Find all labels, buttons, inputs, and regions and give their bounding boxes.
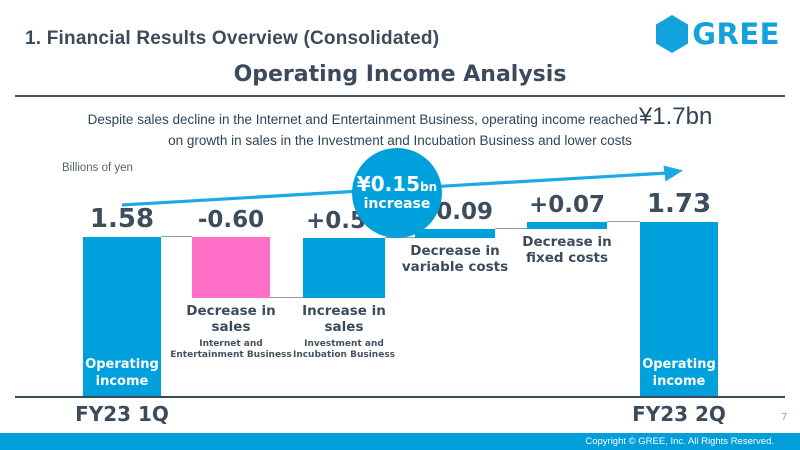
- hexagon-logo-icon: [654, 14, 690, 54]
- bar-below-title: Decrease in sales: [186, 303, 276, 336]
- axis-label-fy23-2q: FY23 2Q: [632, 402, 726, 426]
- bar-below-label-increase-in-sales: Increase in sales Investment and Incubati…: [293, 303, 395, 361]
- x-axis-line: [15, 396, 785, 398]
- bar-below-subtitle: Investment and Incubation Business: [292, 338, 396, 360]
- summary-line-1: Despite sales decline in the Internet an…: [0, 101, 800, 132]
- copyright-text: Copyright © GREE, Inc. All Rights Reserv…: [585, 436, 774, 447]
- footer-bar: Copyright © GREE, Inc. All Rights Reserv…: [0, 433, 800, 450]
- page-number: 7: [781, 412, 787, 423]
- connector-line: [161, 235, 192, 237]
- axis-label-fy23-1q: FY23 1Q: [75, 402, 169, 426]
- gree-logo: GREE: [654, 14, 780, 54]
- bar-below-subtitle: Internet and Entertainment Business: [170, 338, 292, 360]
- bar-below-title: Decrease in variable costs: [401, 243, 509, 276]
- badge-amount: ¥0.15bn: [357, 174, 437, 194]
- bar-below-label-decrease-in-variable-costs: Decrease in variable costs: [402, 243, 508, 275]
- badge-amount-value: ¥0.15: [356, 171, 421, 196]
- badge-amount-unit: bn: [420, 179, 438, 194]
- unit-label: Billions of yen: [62, 162, 133, 174]
- bar-value-fy23-2q-operating-income: 1.73: [646, 188, 712, 219]
- bar-value-decrease-in-sales: -0.60: [197, 206, 265, 233]
- bar-below-title: Decrease in fixed costs: [522, 233, 612, 267]
- slide-title: Operating Income Analysis: [233, 62, 567, 87]
- connector-line: [607, 220, 640, 222]
- bar-inside-label-fy23-1q-operating-income: Operating income: [85, 357, 159, 389]
- bar-decrease-in-sales: [192, 236, 270, 299]
- summary-line-1-text: Despite sales decline in the Internet an…: [87, 112, 638, 127]
- title-divider: [15, 95, 785, 97]
- bar-increase-in-sales: [303, 238, 385, 299]
- bar-below-title: Increase in sales: [302, 303, 386, 336]
- bar-value-fy23-1q-operating-income: 1.58: [89, 203, 155, 234]
- bar-below-label-decrease-in-sales: Decrease in sales Internet and Entertainm…: [170, 303, 292, 361]
- bar-inside-label-fy23-2q-operating-income: Operating income: [642, 357, 716, 389]
- connector-line: [495, 227, 527, 229]
- section-title: 1. Financial Results Overview (Consolida…: [25, 28, 440, 49]
- summary-text: Despite sales decline in the Internet an…: [0, 101, 800, 150]
- summary-highlight-amount: ¥1.7bn: [638, 103, 713, 130]
- increase-badge: ¥0.15bn increase: [352, 148, 442, 238]
- bar-fy23-2q-operating-income: [640, 221, 718, 398]
- logo-text: GREE: [692, 17, 780, 51]
- bar-decrease-in-fixed-costs: [527, 221, 607, 229]
- summary-line-2: on growth in sales in the Investment and…: [168, 133, 632, 149]
- bar-below-label-decrease-in-fixed-costs: Decrease in fixed costs: [522, 234, 611, 266]
- badge-word: increase: [363, 195, 431, 212]
- connector-line: [270, 297, 303, 299]
- bar-fy23-1q-operating-income: [83, 236, 161, 398]
- bar-value-decrease-in-fixed-costs: +0.07: [528, 191, 606, 218]
- bar-decrease-in-variable-costs: [415, 228, 495, 238]
